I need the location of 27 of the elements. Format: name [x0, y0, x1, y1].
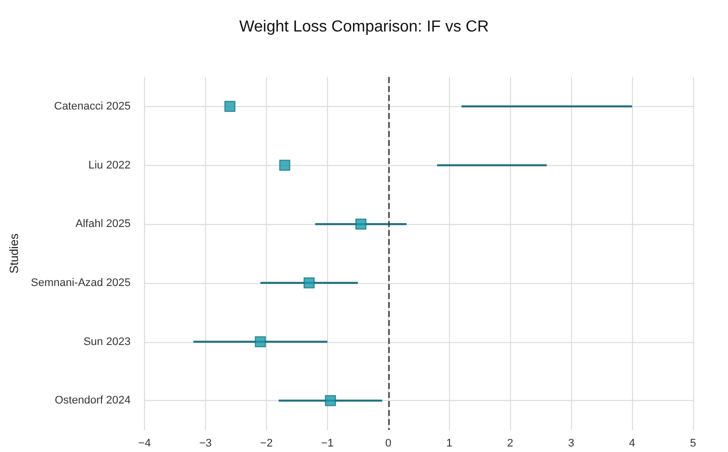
point — [324, 395, 336, 406]
x-tick-label: −1 — [321, 438, 334, 450]
y-tick-label: Catenacci 2025 — [54, 100, 131, 112]
x-tick-label: 3 — [568, 438, 574, 450]
bar — [437, 164, 547, 166]
y-axis-title: Studies — [7, 233, 21, 274]
x-tick-label: −4 — [138, 438, 151, 450]
point — [304, 277, 315, 288]
x-tick-label: 0 — [385, 438, 392, 450]
y-tick-label: Alfahl 2025 — [76, 218, 131, 230]
point — [224, 100, 236, 112]
y-tick-label: Liu 2022 — [88, 159, 131, 172]
point — [355, 218, 366, 230]
x-tick-label: 1 — [446, 438, 452, 450]
point — [254, 336, 266, 348]
y-tick-label: Semnani-Azad 2025 — [30, 276, 131, 289]
y-tick-label: Sun 2023 — [83, 336, 131, 348]
x-tick-label: 2 — [507, 438, 514, 450]
x-tick-label: 5 — [690, 438, 696, 450]
bar — [193, 340, 328, 343]
bar — [461, 105, 632, 108]
x-tick-label: −3 — [199, 438, 212, 450]
chart-title: Weight Loss Comparison: IF vs CR — [239, 18, 489, 36]
point — [279, 160, 290, 171]
x-tick-label: 4 — [629, 438, 636, 450]
x-tick-label: −2 — [260, 438, 273, 450]
y-tick-label: Ostendorf 2024 — [54, 394, 131, 407]
